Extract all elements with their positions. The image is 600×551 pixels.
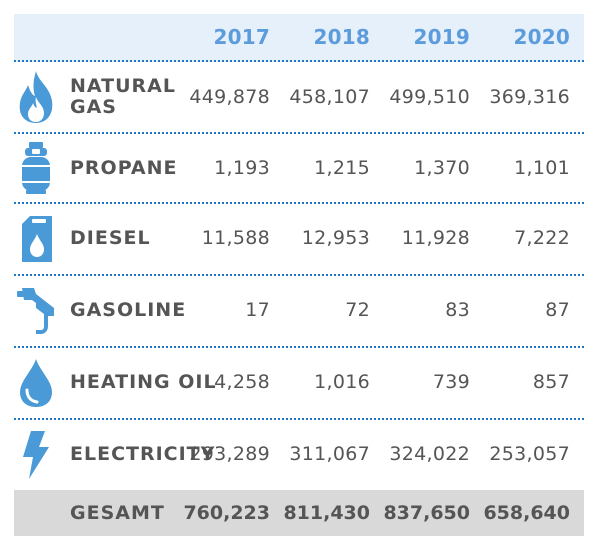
cell-value: 857 <box>532 371 570 393</box>
energy-consumption-table: 2017 2018 2019 2020 NATURAL GAS 449,878 … <box>14 14 584 536</box>
row-label: GASOLINE <box>70 299 187 321</box>
cell-value: 253,057 <box>489 443 570 465</box>
cell-value: 11,928 <box>401 227 470 249</box>
table-row-natural-gas: NATURAL GAS 449,878 458,107 499,510 369,… <box>14 62 584 134</box>
cell-value: 293,289 <box>189 443 270 465</box>
cell-value: 739 <box>432 371 470 393</box>
propane-tank-icon <box>14 134 58 202</box>
row-label: ELECTRICITY <box>70 443 216 465</box>
flame-icon <box>14 62 58 132</box>
cell-value: 369,316 <box>489 86 570 108</box>
total-value: 760,223 <box>183 502 270 524</box>
cell-value: 1,370 <box>414 157 470 179</box>
fuel-nozzle-icon <box>14 276 58 346</box>
year-header-2019: 2019 <box>413 25 470 49</box>
table-total-row: GESAMT 760,223 811,430 837,650 658,640 <box>14 490 584 536</box>
cell-value: 4,258 <box>214 371 270 393</box>
table-row-electricity: ELECTRICITY 293,289 311,067 324,022 253,… <box>14 420 584 490</box>
cell-value: 87 <box>545 299 570 321</box>
lightning-bolt-icon <box>14 420 58 490</box>
year-header-2018: 2018 <box>313 25 370 49</box>
oil-drop-icon <box>14 348 58 418</box>
cell-value: 449,878 <box>189 86 270 108</box>
total-value: 811,430 <box>283 502 370 524</box>
row-label: NATURAL GAS <box>70 75 176 118</box>
row-label: PROPANE <box>70 157 178 179</box>
row-label: DIESEL <box>70 227 151 249</box>
cell-value: 458,107 <box>289 86 370 108</box>
cell-value: 324,022 <box>389 443 470 465</box>
table-header: 2017 2018 2019 2020 <box>14 14 584 62</box>
cell-value: 7,222 <box>514 227 570 249</box>
table-row-diesel: DIESEL 11,588 12,953 11,928 7,222 <box>14 204 584 276</box>
cell-value: 1,016 <box>314 371 370 393</box>
cell-value: 17 <box>245 299 270 321</box>
cell-value: 1,215 <box>314 157 370 179</box>
table-row-gasoline: GASOLINE 17 72 83 87 <box>14 276 584 348</box>
total-value: 837,650 <box>383 502 470 524</box>
cell-value: 12,953 <box>301 227 370 249</box>
cell-value: 311,067 <box>289 443 370 465</box>
table-row-propane: PROPANE 1,193 1,215 1,370 1,101 <box>14 134 584 204</box>
cell-value: 83 <box>445 299 470 321</box>
year-header-2017: 2017 <box>213 25 270 49</box>
total-label: GESAMT <box>70 502 165 524</box>
cell-value: 499,510 <box>389 86 470 108</box>
cell-value: 1,193 <box>214 157 270 179</box>
table-row-heating-oil: HEATING OIL 4,258 1,016 739 857 <box>14 348 584 420</box>
total-value: 658,640 <box>483 502 570 524</box>
row-label: HEATING OIL <box>70 371 217 393</box>
cell-value: 72 <box>345 299 370 321</box>
cell-value: 1,101 <box>514 157 570 179</box>
fuel-canister-icon <box>14 204 58 274</box>
year-header-2020: 2020 <box>513 25 570 49</box>
cell-value: 11,588 <box>201 227 270 249</box>
